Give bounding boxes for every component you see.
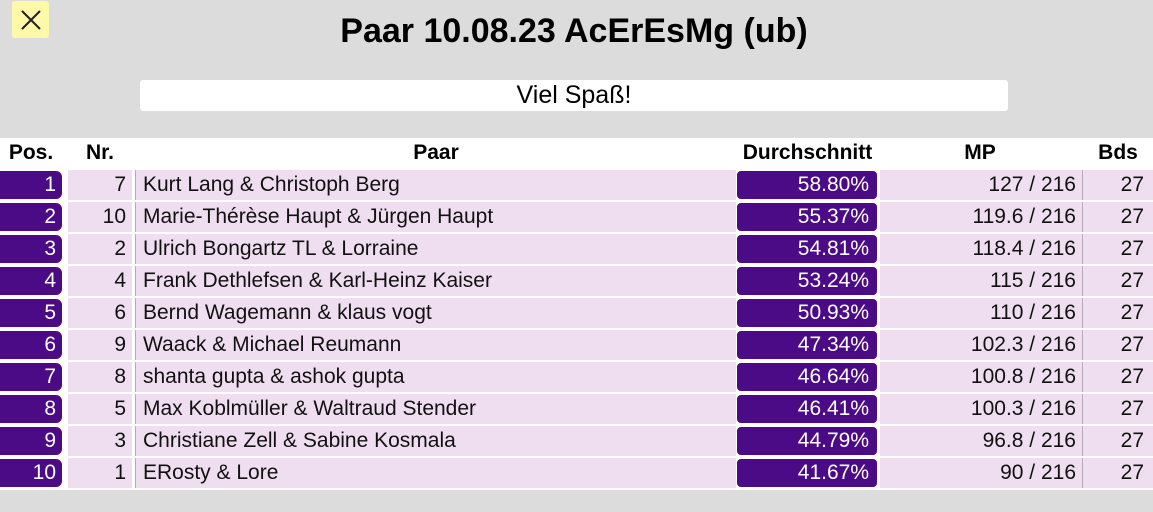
- matchpoints-cell: 110 / 216: [880, 298, 1082, 328]
- boards-cell: 27: [1082, 362, 1153, 392]
- pair-name-cell: ERosty & Lore: [135, 458, 736, 488]
- header-pos: Pos.: [8, 141, 54, 164]
- boards-cell: 27: [1082, 234, 1153, 264]
- matchpoints-cell: 100.3 / 216: [880, 394, 1082, 424]
- table-row: 8 5 Max Koblmüller & Waltraud Stender 46.41…: [0, 394, 1153, 424]
- pair-number-cell: 6: [68, 298, 132, 328]
- pair-name-cell: Bernd Wagemann & klaus vogt: [135, 298, 736, 328]
- close-icon: [20, 9, 42, 31]
- pair-number-cell: 8: [68, 362, 132, 392]
- results-table: Pos. Nr. Paar Durchschnitt MP Bds 1 7 Kurt…: [0, 138, 1153, 490]
- matchpoints-cell: 127 / 216: [880, 170, 1082, 200]
- average-cell: 44.79%: [737, 427, 877, 455]
- matchpoints-cell: 90 / 216: [880, 458, 1082, 488]
- pair-name-cell: Frank Dethlefsen & Karl-Heinz Kaiser: [135, 266, 736, 296]
- pair-name-cell: Christiane Zell & Sabine Kosmala: [135, 426, 736, 456]
- table-header: Pos. Nr. Paar Durchschnitt MP Bds: [0, 138, 1153, 168]
- table-row: 6 9 Waack & Michael Reumann 47.34% 102.3 / 2…: [0, 330, 1153, 360]
- boards-cell: 27: [1082, 298, 1153, 328]
- rank-cell: 8: [0, 395, 62, 423]
- average-cell: 46.41%: [737, 395, 877, 423]
- boards-cell: 27: [1082, 394, 1153, 424]
- header-nr: Nr.: [85, 141, 114, 164]
- rank-cell: 9: [0, 427, 62, 455]
- rank-cell: 2: [0, 203, 62, 231]
- table-row: 2 10 Marie-Thérèse Haupt & Jürgen Haupt 55.…: [0, 202, 1153, 232]
- boards-cell: 27: [1082, 266, 1153, 296]
- pair-name-cell: Marie-Thérèse Haupt & Jürgen Haupt: [135, 202, 736, 232]
- table-row: 9 3 Christiane Zell & Sabine Kosmala 44.79%…: [0, 426, 1153, 456]
- matchpoints-cell: 119.6 / 216: [880, 202, 1082, 232]
- pair-number-cell: 10: [68, 202, 132, 232]
- average-cell: 54.81%: [737, 235, 877, 263]
- table-row: 4 4 Frank Dethlefsen & Karl-Heinz Kaiser 53…: [0, 266, 1153, 296]
- average-cell: 41.67%: [737, 459, 877, 487]
- matchpoints-cell: 100.8 / 216: [880, 362, 1082, 392]
- boards-cell: 27: [1082, 458, 1153, 488]
- table-row: 10 1 ERosty & Lore 41.67% 90 / 216 27: [0, 458, 1153, 488]
- pair-number-cell: 7: [68, 170, 132, 200]
- rank-cell: 1: [0, 171, 62, 199]
- table-row: 3 2 Ulrich Bongartz TL & Lorraine 54.81% 118…: [0, 234, 1153, 264]
- table-row: 1 7 Kurt Lang & Christoph Berg 58.80% 127 / …: [0, 170, 1153, 200]
- matchpoints-cell: 115 / 216: [880, 266, 1082, 296]
- pair-number-cell: 1: [68, 458, 132, 488]
- matchpoints-cell: 96.8 / 216: [880, 426, 1082, 456]
- header-average: Durchschnitt: [742, 141, 873, 164]
- boards-cell: 27: [1082, 170, 1153, 200]
- page-title: Paar 10.08.23 AcErEsMg (ub): [340, 12, 808, 50]
- pair-name-cell: shanta gupta & ashok gupta: [135, 362, 736, 392]
- pair-name-cell: Max Koblmüller & Waltraud Stender: [135, 394, 736, 424]
- close-button[interactable]: [12, 1, 49, 38]
- matchpoints-cell: 102.3 / 216: [880, 330, 1082, 360]
- table-row: 5 6 Bernd Wagemann & klaus vogt 50.93% 110 /…: [0, 298, 1153, 328]
- boards-cell: 27: [1082, 330, 1153, 360]
- table-row: 7 8 shanta gupta & ashok gupta 46.64% 100.8 …: [0, 362, 1153, 392]
- rank-cell: 10: [0, 459, 62, 487]
- pair-number-cell: 5: [68, 394, 132, 424]
- pair-name-cell: Waack & Michael Reumann: [135, 330, 736, 360]
- average-cell: 58.80%: [737, 171, 877, 199]
- average-cell: 53.24%: [737, 267, 877, 295]
- average-cell: 47.34%: [737, 331, 877, 359]
- pair-name-cell: Ulrich Bongartz TL & Lorraine: [135, 234, 736, 264]
- rank-cell: 5: [0, 299, 62, 327]
- header-paar: Paar: [413, 141, 459, 164]
- boards-cell: 27: [1082, 426, 1153, 456]
- pair-number-cell: 3: [68, 426, 132, 456]
- pair-number-cell: 4: [68, 266, 132, 296]
- header-mp: MP: [964, 141, 996, 164]
- pair-name-cell: Kurt Lang & Christoph Berg: [135, 170, 736, 200]
- welcome-banner: Viel Spaß!: [140, 80, 1008, 111]
- header-boards: Bds: [1098, 141, 1138, 164]
- matchpoints-cell: 118.4 / 216: [880, 234, 1082, 264]
- average-cell: 50.93%: [737, 299, 877, 327]
- boards-cell: 27: [1082, 202, 1153, 232]
- rank-cell: 7: [0, 363, 62, 391]
- rank-cell: 4: [0, 267, 62, 295]
- pair-number-cell: 2: [68, 234, 132, 264]
- average-cell: 46.64%: [737, 363, 877, 391]
- average-cell: 55.37%: [737, 203, 877, 231]
- pair-number-cell: 9: [68, 330, 132, 360]
- rank-cell: 6: [0, 331, 62, 359]
- rank-cell: 3: [0, 235, 62, 263]
